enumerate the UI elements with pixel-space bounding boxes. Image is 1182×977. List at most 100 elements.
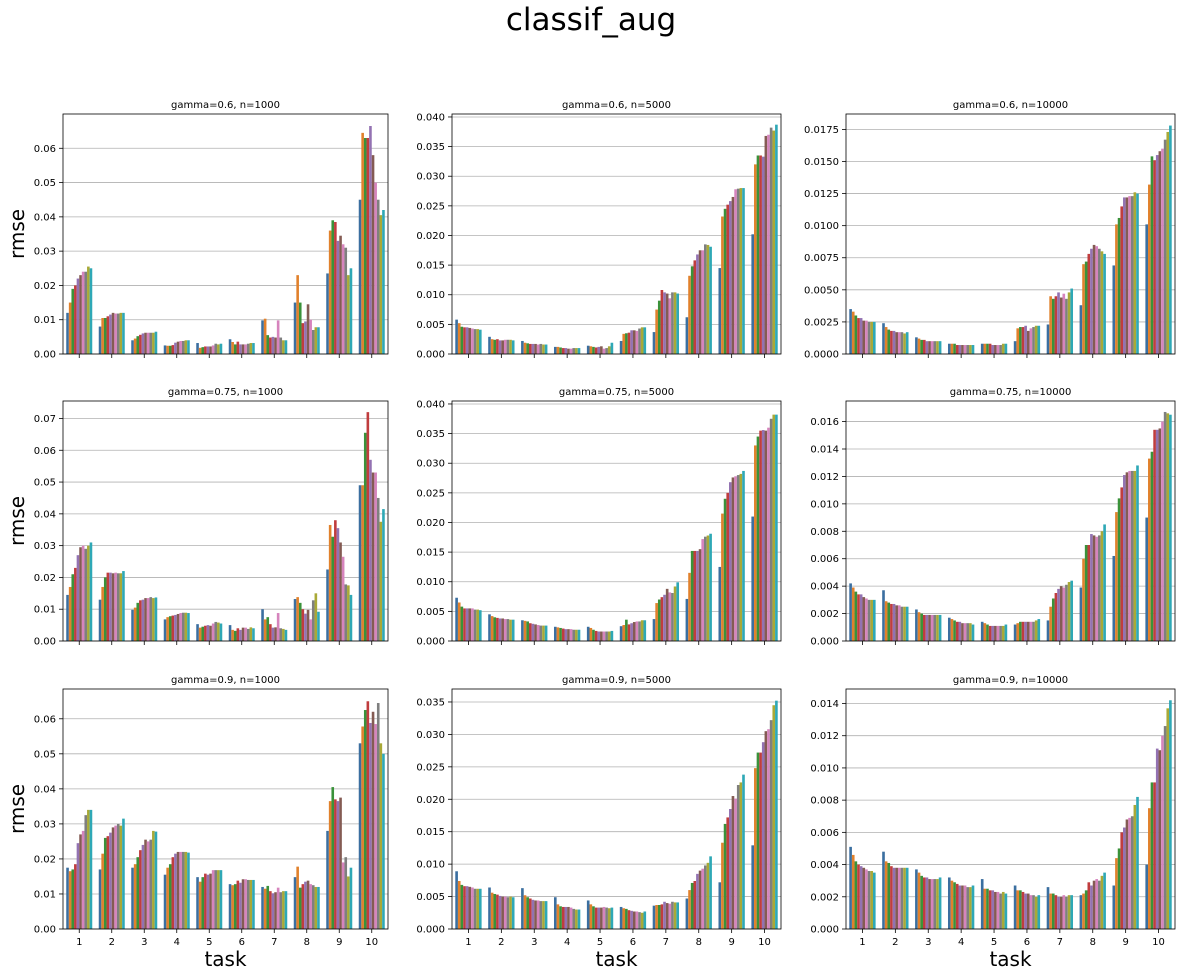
y-tick-label: 0.020 (416, 231, 445, 242)
bar (961, 885, 964, 929)
bar (328, 801, 332, 929)
bar (685, 898, 689, 929)
bar (895, 605, 898, 641)
bar (928, 341, 931, 354)
bar (600, 907, 603, 929)
bar (154, 597, 158, 641)
bar (528, 343, 532, 354)
bar (1100, 251, 1104, 354)
bar (276, 887, 280, 929)
bar (74, 864, 77, 929)
bar (266, 885, 270, 929)
bar (966, 887, 970, 929)
axes-frame (845, 400, 1176, 642)
y-tick-label: 0.0050 (804, 285, 839, 296)
bar (228, 884, 232, 929)
bar (168, 864, 172, 929)
bar (493, 893, 497, 929)
bar (521, 888, 524, 929)
bar (334, 799, 337, 929)
bar (455, 871, 458, 929)
bar (734, 189, 737, 354)
bar (528, 898, 532, 929)
bar (627, 624, 631, 641)
bar (567, 906, 570, 929)
bar (98, 326, 102, 354)
bar (693, 550, 697, 641)
x-tick-label: 2 (498, 937, 504, 948)
bar (119, 573, 123, 641)
bar (296, 597, 299, 641)
bar (1065, 298, 1068, 354)
bar (509, 339, 512, 354)
bar (619, 626, 623, 641)
bar (969, 887, 972, 929)
bar (569, 907, 573, 929)
bar (1065, 584, 1068, 641)
bar (233, 630, 237, 641)
bar (269, 337, 272, 354)
bar (1051, 598, 1055, 641)
bar (493, 339, 497, 354)
bar (361, 132, 364, 354)
bar (71, 574, 75, 641)
bar (892, 330, 896, 354)
x-tick-label: 1 (76, 937, 82, 948)
bar (217, 870, 220, 929)
bar (66, 867, 69, 929)
bar (239, 344, 242, 354)
bar (961, 623, 964, 641)
bar (663, 292, 666, 354)
bar (534, 624, 537, 641)
bar (382, 210, 385, 354)
bar (503, 896, 507, 929)
subplot-title: gamma=0.9, n=5000 (562, 675, 671, 686)
bar (685, 317, 689, 354)
bar (729, 201, 732, 354)
bar (917, 612, 921, 641)
y-tick-label: 0.010 (416, 577, 445, 588)
bar (867, 871, 871, 929)
y-tick-label: 0.008 (810, 527, 839, 538)
bar (953, 343, 956, 354)
bar (349, 867, 353, 929)
subplot-title: gamma=0.6, n=10000 (953, 100, 1068, 111)
bar (244, 627, 247, 641)
bar (76, 278, 80, 354)
bar (274, 627, 277, 641)
bar (228, 339, 232, 354)
bar (536, 344, 540, 354)
bar (284, 340, 288, 354)
y-tick-label: 0.04 (34, 784, 56, 795)
bar (181, 612, 185, 641)
bar (572, 908, 576, 929)
bar (772, 705, 776, 929)
bar (849, 309, 852, 354)
x-tick-label: 3 (925, 937, 931, 948)
bar (196, 343, 199, 354)
y-tick-label: 0.03 (34, 819, 56, 830)
y-tick-label: 0.02 (34, 281, 56, 292)
bar (139, 600, 142, 641)
bar (163, 345, 167, 354)
bar (761, 742, 765, 929)
bar (1084, 261, 1088, 354)
bar (597, 346, 601, 354)
bar (991, 890, 995, 929)
bar (284, 891, 288, 929)
bar (693, 260, 697, 354)
bar (575, 348, 578, 354)
bar (767, 427, 770, 641)
bar (363, 138, 367, 354)
bar (754, 768, 757, 929)
bar (936, 341, 939, 354)
y-tick-label: 0.0150 (804, 157, 839, 168)
bar (89, 542, 93, 641)
bar (630, 330, 633, 354)
bar (87, 545, 90, 641)
bar (184, 851, 188, 929)
bar (915, 337, 918, 354)
bar (1153, 429, 1156, 641)
bar (668, 592, 672, 641)
bar (632, 622, 636, 641)
